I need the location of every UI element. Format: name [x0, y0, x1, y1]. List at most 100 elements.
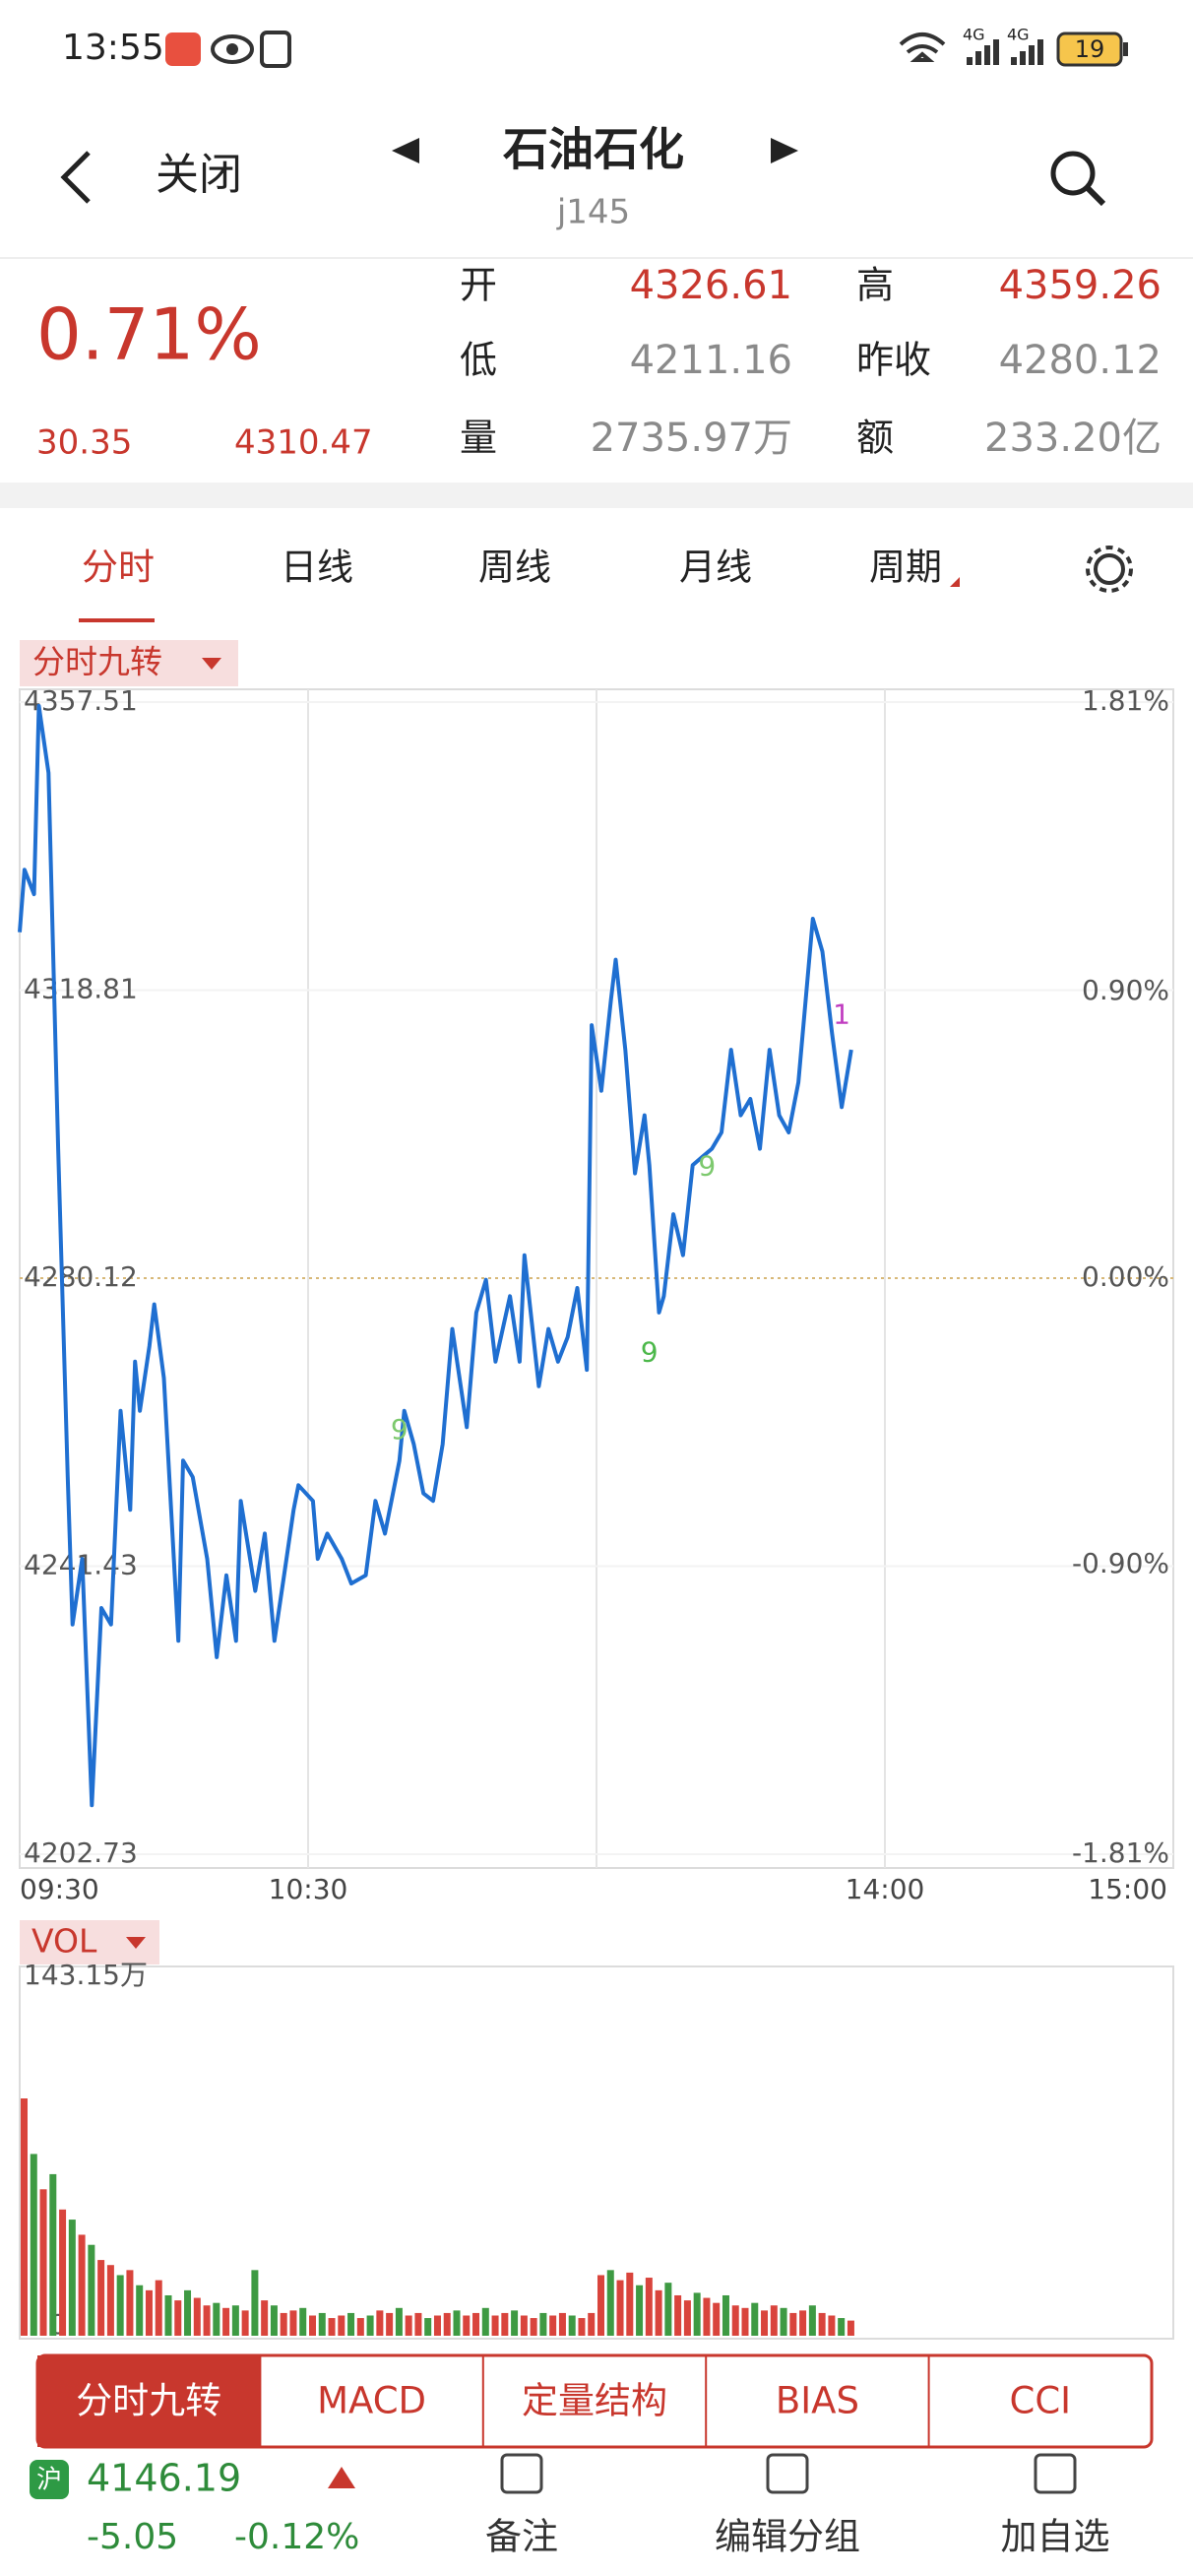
tab-corner: [950, 577, 960, 587]
settings-icon[interactable]: [1094, 553, 1125, 585]
indicator-tab[interactable]: BIAS: [776, 2380, 859, 2422]
eye-pupil: [226, 43, 238, 55]
search-handle: [1085, 185, 1106, 207]
volume-bar: [828, 2315, 836, 2336]
action-label[interactable]: 编辑分组: [715, 2516, 860, 2558]
volume-bar: [443, 2312, 451, 2336]
y-tick-label: 4280.12: [24, 1260, 138, 1293]
signal-icon: [967, 39, 999, 65]
volume-bar: [463, 2315, 471, 2336]
volume-bar: [405, 2315, 412, 2336]
volume-chart-frame: [19, 1965, 1174, 2340]
indicator-tab[interactable]: 分时九转: [76, 2380, 221, 2422]
field-label: 昨收: [856, 339, 931, 382]
period-tab[interactable]: 日线: [281, 547, 353, 589]
y2-tick-label: 0.90%: [1082, 974, 1169, 1006]
volume-bar: [88, 2244, 95, 2336]
period-tabs: 分时 日线 周线 月线 周期: [82, 547, 942, 589]
field-value: 2735.97万: [591, 416, 792, 461]
volume-bar: [59, 2209, 67, 2336]
td-signal: 9: [698, 1150, 716, 1183]
volume-bar: [136, 2285, 144, 2336]
indicator-tag[interactable]: [20, 640, 238, 686]
y2-tick-label: 0.00%: [1082, 1260, 1169, 1293]
battery-level: 19: [1075, 35, 1105, 63]
volume-bar: [318, 2312, 326, 2336]
volume-bar: [433, 2315, 441, 2336]
volume-name[interactable]: VOL: [31, 1922, 97, 1961]
field-value: 4326.61: [630, 263, 792, 308]
eye-icon: [211, 34, 254, 64]
action-icon: [1034, 2453, 1077, 2494]
next-arrow[interactable]: [771, 138, 798, 163]
volume-bar: [481, 2307, 489, 2336]
volume-bar: [30, 2154, 37, 2336]
close-button[interactable]: 关闭: [156, 150, 242, 200]
prev-arrow[interactable]: [392, 138, 419, 163]
nfc-icon: [260, 31, 291, 68]
back-icon[interactable]: [60, 151, 91, 204]
battery-tip: [1123, 42, 1128, 56]
indicator-tab[interactable]: MACD: [317, 2380, 426, 2422]
period-tab[interactable]: 周线: [478, 547, 551, 589]
period-tab[interactable]: 分时: [82, 547, 155, 589]
volume-bar: [539, 2312, 547, 2336]
volume-bar: [414, 2312, 422, 2336]
index-change: -5.05: [87, 2517, 178, 2557]
x-tick-label: 15:00: [1088, 1873, 1167, 1905]
action-label[interactable]: 加自选: [1001, 2516, 1110, 2558]
volume-bar: [424, 2318, 432, 2336]
search-icon[interactable]: [1050, 151, 1096, 196]
volume-bar: [164, 2294, 172, 2336]
page-title: 石油石化: [503, 123, 684, 176]
volume-bar: [68, 2220, 76, 2336]
volume-bar: [78, 2234, 86, 2336]
field-label: 额: [856, 417, 894, 460]
volume-bar: [789, 2312, 797, 2336]
action-label[interactable]: 备注: [485, 2516, 558, 2558]
change-amount: 30.35: [36, 423, 132, 463]
volume-bar: [558, 2312, 566, 2336]
network-type: 4G: [963, 26, 985, 44]
volume-bar: [808, 2305, 816, 2336]
indicator-tab[interactable]: CCI: [1010, 2380, 1072, 2422]
indicator-name[interactable]: 分时九转: [32, 643, 162, 681]
volume-bar: [376, 2310, 384, 2336]
index-change-percent: -0.12%: [234, 2517, 359, 2557]
volume-bar: [184, 2289, 192, 2336]
volume-bar: [338, 2315, 345, 2336]
y-tick-label: 4318.81: [24, 973, 138, 1005]
volume-bar: [530, 2318, 537, 2336]
volume-bar: [213, 2302, 220, 2336]
volume-bar: [818, 2312, 826, 2336]
wifi-icon: [899, 32, 946, 62]
period-tab[interactable]: 周期: [869, 547, 942, 589]
period-tab[interactable]: 月线: [679, 547, 752, 589]
y-tick-label: 4202.73: [24, 1836, 138, 1869]
settings-teeth: [1086, 546, 1133, 593]
x-tick-label: 09:30: [20, 1873, 99, 1905]
volume-bar: [780, 2307, 787, 2336]
volume-bar: [703, 2297, 711, 2336]
volume-bar: [655, 2289, 662, 2336]
volume-bar: [713, 2302, 721, 2336]
volume-bar: [231, 2305, 239, 2336]
status-time: 13:55: [62, 28, 164, 68]
volume-bar: [770, 2305, 778, 2336]
volume-bar: [126, 2270, 134, 2336]
volume-bar: [289, 2310, 297, 2336]
indicator-tab[interactable]: 定量结构: [522, 2380, 667, 2422]
volume-bar: [347, 2312, 355, 2336]
volume-bar: [520, 2315, 528, 2336]
volume-bar: [453, 2310, 461, 2336]
y-tick-label: 143.15万: [24, 1959, 148, 1991]
volume-bar: [578, 2318, 586, 2336]
volume-bar: [568, 2315, 576, 2336]
field-label: 量: [460, 417, 497, 460]
field-value: 4280.12: [999, 338, 1162, 383]
td-signal: 9: [391, 1413, 408, 1446]
volume-bar: [280, 2312, 287, 2336]
